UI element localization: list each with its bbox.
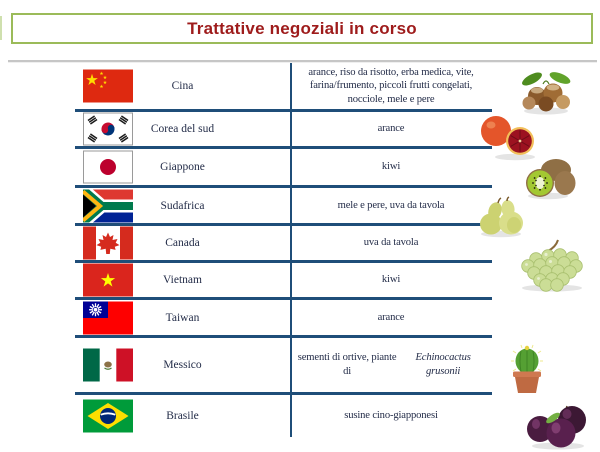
table-row: Taiwan arance [75,300,492,338]
table-row: Vietnam kiwi [75,263,492,300]
products-cell: arance [290,112,490,146]
taiwan-flag [83,301,133,334]
country-cell: Vietnam [75,263,290,297]
products-cell: uva da tavola [290,226,490,260]
grapes-image [512,238,592,293]
canada-flag [83,226,133,260]
country-label: Giappone [160,161,205,173]
products-text: arance [377,123,405,135]
products-text: mele e pere, uva da tavola [337,199,445,211]
country-label: Sudafrica [160,199,205,212]
products-cell: mele e pere, uva da tavola [290,188,490,223]
country-label: Corea del sud [150,123,215,135]
country-cell: Brasile [75,395,290,437]
country-label: Canada [165,237,200,249]
table-row: Messico sementi di ortive, piante di Ech… [75,338,492,395]
country-cell: Messico [75,338,290,392]
country-label: Cina [171,80,194,92]
page-title: Trattative negoziali in corso [187,18,417,38]
title-box: Trattative negoziali in corso [11,13,593,44]
products-text: uva da tavola [363,237,419,249]
country-cell: Corea del sud [75,112,290,146]
pears-image [474,196,528,238]
mexico-flag [83,348,133,382]
hazelnuts-image [515,70,577,116]
products-text: sementi di ortive, piante di [297,352,397,377]
cactus-image [506,343,548,395]
south-africa-flag [83,189,133,222]
country-cell: Giappone [75,149,290,185]
table-row: Corea del sud arance [75,112,492,149]
products-cell: arance [290,300,490,335]
products-text: susine cino-giapponesi [344,410,438,422]
products-cell: kiwi [290,149,490,185]
japan-flag [83,150,133,184]
table-row: Brasile susine cino-giapponesi [75,395,492,437]
products-cell: sementi di ortive, piante di Echinocactu… [290,338,490,392]
negotiations-table: Cina arance, riso da risotto, erba medic… [75,63,492,437]
china-flag [83,69,133,103]
blood-oranges-image [477,111,541,161]
products-cell: susine cino-giapponesi [290,395,490,437]
country-label: Brasile [166,410,199,422]
products-cell: arance, riso da risotto, erba medica, vi… [290,63,490,109]
kiwi-image [520,155,576,200]
table-row: Canada uva da tavola [75,226,492,263]
products-text: arance [377,311,405,323]
plums-image [525,398,590,450]
country-cell: Taiwan [75,300,290,335]
table-row: Giappone kiwi [75,149,492,188]
edge-artifact [0,16,2,40]
products-text-italic: Echinocactus grusonii [415,352,471,377]
country-label: Messico [163,359,202,371]
products-cell: kiwi [290,263,490,297]
brazil-flag [83,399,133,433]
table-row: Sudafrica mele e pere, uva da tavola [75,188,492,226]
country-label: Vietnam [163,274,202,286]
products-text: kiwi [381,161,401,173]
vietnam-flag [83,263,133,297]
south-korea-flag [83,112,133,146]
table-row: Cina arance, riso da risotto, erba medic… [75,63,492,112]
country-cell: Sudafrica [75,188,290,223]
horizontal-divider [8,60,597,62]
country-cell: Canada [75,226,290,260]
products-text: arance, riso da risotto, erba medica, vi… [308,66,474,105]
country-label: Taiwan [165,311,200,324]
country-cell: Cina [75,63,290,109]
products-text: kiwi [381,274,401,286]
